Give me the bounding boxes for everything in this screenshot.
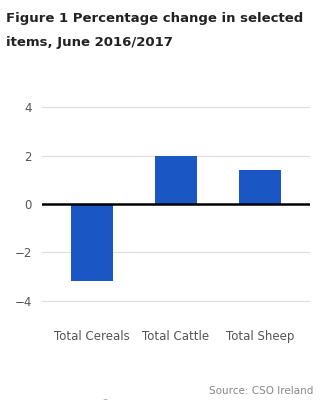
Text: items, June 2016/2017: items, June 2016/2017 — [6, 36, 173, 49]
Legend: Percentage Change: Percentage Change — [87, 396, 265, 400]
Text: Figure 1 Percentage change in selected: Figure 1 Percentage change in selected — [6, 12, 304, 25]
Bar — [71, 204, 113, 281]
Text: Source: CSO Ireland: Source: CSO Ireland — [209, 386, 314, 396]
Bar — [239, 170, 281, 204]
Bar — [155, 156, 197, 204]
